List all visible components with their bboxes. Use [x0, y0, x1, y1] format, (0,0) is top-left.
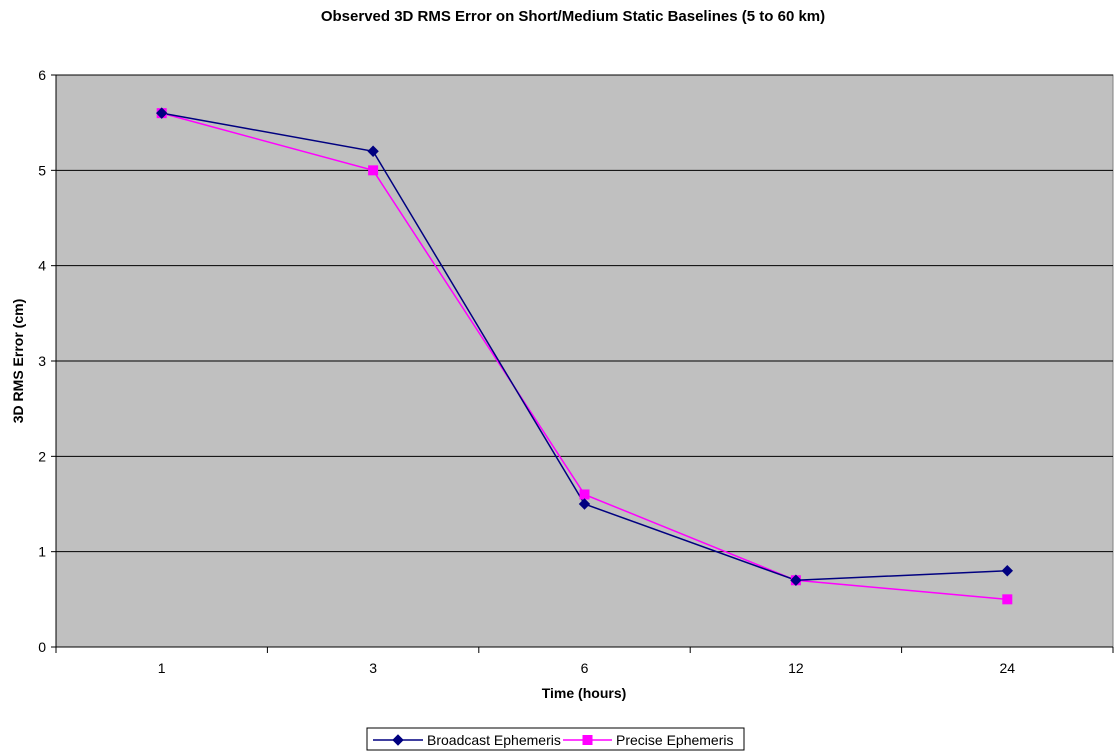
legend-label-precise: Precise Ephemeris [616, 732, 734, 748]
data-point-broadcast [578, 498, 591, 510]
y-tick-label: 5 [38, 162, 46, 178]
x-tick-label: 3 [369, 660, 377, 676]
legend-marker-precise [582, 735, 593, 745]
y-tick-labels: 0 1 2 3 4 5 6 [38, 67, 46, 655]
data-point-broadcast [790, 574, 802, 586]
chart-title: Observed 3D RMS Error on Short/Medium St… [321, 8, 825, 25]
data-point-precise [1002, 594, 1013, 605]
data-point-broadcast [155, 107, 168, 119]
data-point-precise [579, 489, 590, 500]
x-tick-labels: 1 3 6 12 24 [158, 660, 1015, 676]
y-tick-label: 6 [38, 67, 46, 83]
data-point-broadcast [367, 145, 379, 157]
y-tick-label: 0 [38, 639, 46, 655]
legend: Broadcast Ephemeris Precise Ephemeris [366, 727, 745, 751]
legend-label-broadcast: Broadcast Ephemeris [427, 732, 561, 748]
y-tick-label: 1 [38, 544, 46, 560]
y-axis-label: 3D RMS Error (cm) [10, 299, 26, 423]
y-tick-label: 3 [38, 353, 46, 369]
gridlines [56, 74, 1113, 553]
x-tick-label: 6 [581, 660, 589, 676]
x-tick-label: 12 [788, 660, 804, 676]
y-tick-label: 4 [38, 258, 46, 274]
x-tick-label: 24 [1000, 660, 1016, 676]
data-point-precise [368, 165, 379, 176]
legend-marker-broadcast [392, 734, 404, 746]
y-tick-label: 2 [38, 448, 46, 464]
series-markers [155, 107, 1014, 605]
axes [51, 74, 1114, 653]
data-point-broadcast [1001, 565, 1014, 577]
x-axis-label: Time (hours) [542, 685, 627, 701]
legend-box [366, 727, 745, 751]
x-tick-label: 1 [158, 660, 166, 676]
